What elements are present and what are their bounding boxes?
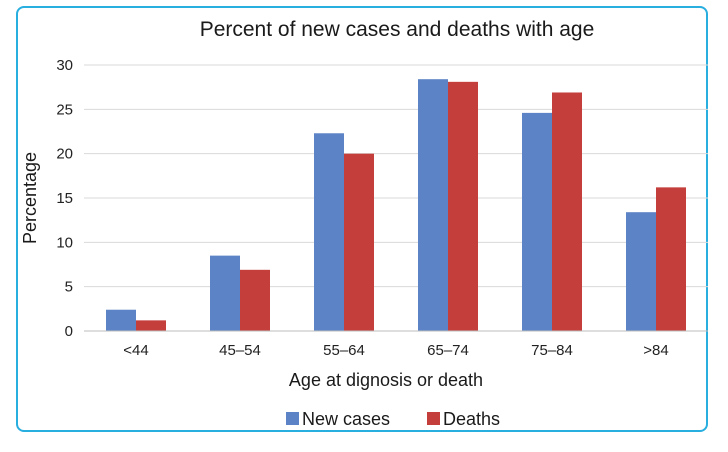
- y-tick-label: 0: [65, 323, 73, 340]
- bar-new-cases-4: [522, 112, 552, 331]
- bar-new-cases-2: [314, 133, 344, 331]
- bar-deaths-3: [448, 81, 478, 331]
- legend-swatch-deaths: [427, 412, 440, 425]
- bars: [106, 79, 686, 331]
- x-tick-label: <44: [123, 342, 148, 359]
- bar-new-cases-3: [418, 79, 448, 331]
- x-tick-label: 45–54: [219, 342, 261, 359]
- y-tick-label: 15: [56, 190, 73, 207]
- x-tick-label: 75–84: [531, 342, 573, 359]
- bar-deaths-0: [136, 320, 166, 331]
- bar-new-cases-5: [626, 212, 656, 331]
- y-tick-label: 5: [65, 279, 73, 296]
- y-tick-label: 20: [56, 146, 73, 163]
- y-tick-label: 30: [56, 57, 73, 74]
- bar-deaths-5: [656, 187, 686, 331]
- x-axis-label: Age at dignosis or death: [289, 370, 483, 390]
- x-tick-label: 55–64: [323, 342, 365, 359]
- bar-new-cases-0: [106, 309, 136, 331]
- x-tick-label: 65–74: [427, 342, 469, 359]
- chart-title: Percent of new cases and deaths with age: [200, 18, 595, 41]
- x-tick-label: >84: [643, 342, 668, 359]
- y-axis-label: Percentage: [20, 152, 40, 244]
- y-axis-ticks: 0 5 10 15 20 25 30: [56, 57, 73, 340]
- x-axis-ticks: <44 45–54 55–64 65–74 75–84 >84: [123, 342, 668, 359]
- bar-deaths-4: [552, 92, 582, 331]
- legend-label-new-cases: New cases: [302, 409, 390, 429]
- gridlines: [84, 64, 708, 288]
- y-tick-label: 25: [56, 101, 73, 118]
- legend: New cases Deaths: [286, 409, 500, 429]
- bar-deaths-2: [344, 153, 374, 331]
- legend-label-deaths: Deaths: [443, 409, 500, 429]
- bar-deaths-1: [240, 269, 270, 331]
- legend-swatch-new-cases: [286, 412, 299, 425]
- bar-new-cases-1: [210, 255, 240, 331]
- y-tick-label: 10: [56, 234, 73, 251]
